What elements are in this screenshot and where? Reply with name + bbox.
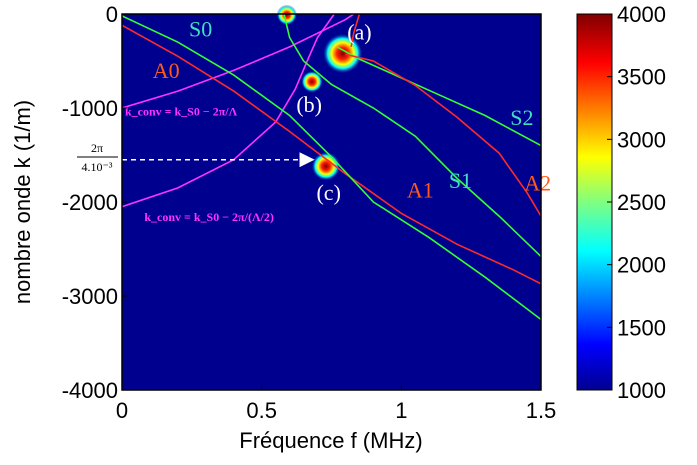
mode-label-a1: A1 (407, 177, 434, 202)
y-tick-label: -1000 (62, 96, 118, 121)
x-tick-label: 1 (395, 398, 407, 423)
colorbar-tick-label: 4000 (617, 2, 666, 27)
x-axis-label: Fréquence f (MHz) (239, 428, 422, 453)
fraction-numerator: 2π (91, 141, 103, 155)
mode-label-s2: S2 (510, 105, 533, 130)
hotspot-label-1: (b) (296, 92, 322, 117)
mode-curve-a1 (345, 53, 542, 217)
y-tick-label: -4000 (62, 378, 118, 403)
hotspot-1 (301, 70, 323, 93)
axes-layer: 0 0.5 1 1.5 0 -1000 -2000 -3000 -4000 (62, 2, 557, 423)
hotspot-0 (322, 33, 363, 74)
y-axis-label: nombre onde k (1/m) (10, 100, 35, 304)
mode-label-s1: S1 (449, 168, 472, 193)
hotspot-label-2: (c) (316, 180, 340, 205)
colorbar-ticks: 4000 3500 3000 2500 2000 1500 1000 (607, 2, 666, 403)
y-tick-label: 0 (106, 2, 118, 27)
y-tick-label: -2000 (62, 190, 118, 215)
plot-layer: A0 S0 S1 S2 A1 A2 (a) (b) (c) k_conv = k_S0 − 2π/… (121, 4, 551, 321)
colorbar-tick-label: 3500 (617, 65, 666, 90)
mode-curve-a0 (121, 24, 542, 285)
colorbar-tick-label: 1000 (617, 378, 666, 403)
formula-conversion-2: k_conv = k_S0 − 2π/(Λ/2) (144, 210, 274, 224)
colorbar-tick-label: 3000 (617, 127, 666, 152)
x-tick-label: 0 (116, 398, 128, 423)
x-tick-label: 1.5 (526, 398, 557, 423)
colorbar-tick-label: 1500 (617, 315, 666, 340)
mode-curve-s1 (283, 13, 542, 258)
hotspot-label-0: (a) (347, 19, 371, 44)
conversion-line-1 (121, 13, 355, 109)
plot-background (122, 14, 541, 390)
colorbar-tick-label: 2000 (617, 253, 666, 278)
mode-label-a2: A2 (524, 171, 551, 196)
wavenumber-fraction: 2π 4.10⁻³ (77, 141, 118, 174)
mode-label-s0: S0 (189, 17, 212, 42)
colorbar-tick-label: 2500 (617, 190, 666, 215)
y-tick-label: -3000 (62, 284, 118, 309)
colorbar (576, 13, 613, 391)
hotspot-3 (276, 4, 298, 26)
formula-conversion-1: k_conv = k_S0 − 2π/Λ (125, 105, 238, 119)
fraction-denominator: 4.10⁻³ (82, 160, 113, 174)
mode-curve-a2 (350, 13, 361, 48)
mode-curve-s0 (121, 15, 542, 321)
mode-label-a0: A0 (153, 58, 180, 83)
x-tick-label: 0.5 (246, 398, 277, 423)
conversion-line-2 (121, 13, 335, 208)
